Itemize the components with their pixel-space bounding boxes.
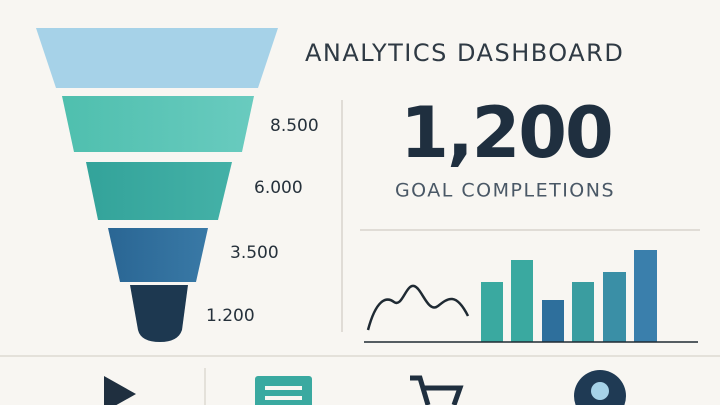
funnel-label: 3.500 xyxy=(230,243,279,263)
funnel-stage xyxy=(36,28,278,88)
cart-icon[interactable] xyxy=(410,375,464,405)
document-icon[interactable] xyxy=(255,376,312,405)
title: ANALYTICS DASHBOARD xyxy=(305,39,624,67)
play-icon[interactable] xyxy=(104,376,136,405)
bar xyxy=(572,282,594,342)
document-line xyxy=(265,386,302,390)
funnel-label: 1.200 xyxy=(206,306,255,326)
funnel-stage xyxy=(86,162,232,220)
profile-head xyxy=(591,382,609,400)
funnel-stage xyxy=(62,96,254,152)
bar xyxy=(511,260,533,342)
bar xyxy=(481,282,503,342)
funnel-stage xyxy=(108,228,208,282)
kpi-value: 1,200 xyxy=(400,92,611,174)
sparkline xyxy=(366,284,470,331)
bar xyxy=(603,272,626,342)
bar xyxy=(542,300,564,342)
funnel-label: 6.000 xyxy=(254,178,303,198)
document-line xyxy=(265,396,302,400)
funnel-stage xyxy=(130,285,188,342)
bar xyxy=(634,250,657,342)
kpi-label: GOAL COMPLETIONS xyxy=(395,180,615,202)
funnel-label: 8.500 xyxy=(270,116,319,136)
